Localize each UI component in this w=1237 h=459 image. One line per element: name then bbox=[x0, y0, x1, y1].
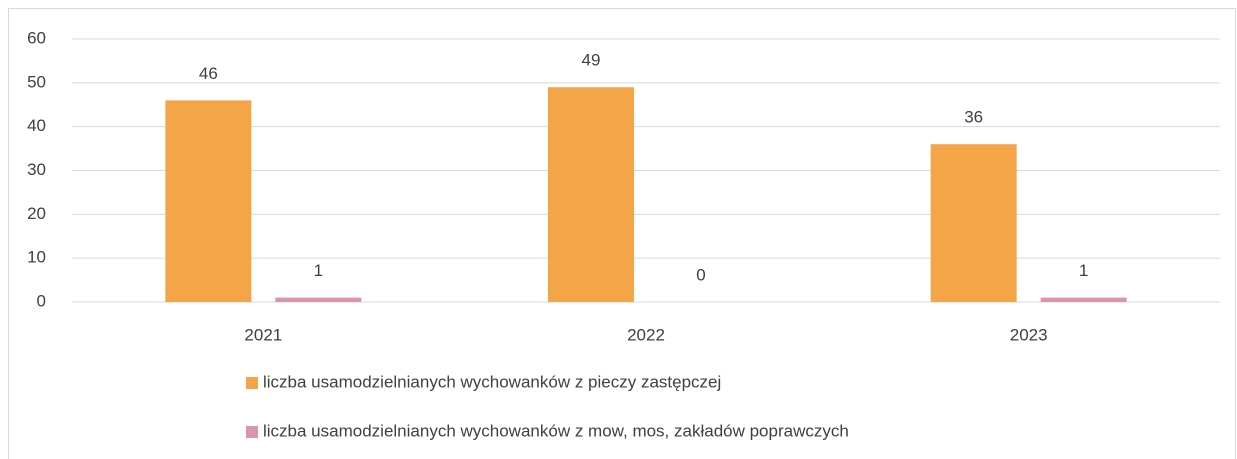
data-label: 49 bbox=[582, 51, 601, 70]
y-tick-label: 20 bbox=[27, 204, 46, 223]
bar bbox=[930, 144, 1017, 302]
x-tick-label: 2022 bbox=[627, 325, 665, 344]
y-tick-label: 50 bbox=[27, 72, 46, 91]
data-label: 1 bbox=[1079, 261, 1088, 280]
legend-swatch bbox=[246, 426, 258, 438]
x-tick-label: 2021 bbox=[244, 325, 282, 344]
bar bbox=[548, 87, 634, 302]
bar bbox=[1040, 297, 1127, 302]
y-tick-label: 40 bbox=[27, 116, 46, 135]
x-tick-label: 2023 bbox=[1010, 325, 1048, 344]
y-tick-label: 30 bbox=[27, 160, 46, 179]
legend-swatch bbox=[246, 377, 258, 389]
y-tick-label: 0 bbox=[37, 291, 46, 310]
data-label: 36 bbox=[964, 108, 983, 127]
data-label: 0 bbox=[696, 265, 705, 284]
y-tick-label: 60 bbox=[27, 28, 46, 47]
data-label: 1 bbox=[314, 261, 323, 280]
chart-frame bbox=[8, 8, 1236, 459]
bar bbox=[275, 297, 362, 302]
data-label: 46 bbox=[199, 64, 218, 83]
y-tick-label: 10 bbox=[27, 248, 46, 267]
legend-label: liczba usamodzielnianych wychowanków z p… bbox=[263, 372, 721, 391]
legend-label: liczba usamodzielnianych wychowanków z m… bbox=[263, 421, 849, 440]
bar bbox=[165, 100, 252, 302]
